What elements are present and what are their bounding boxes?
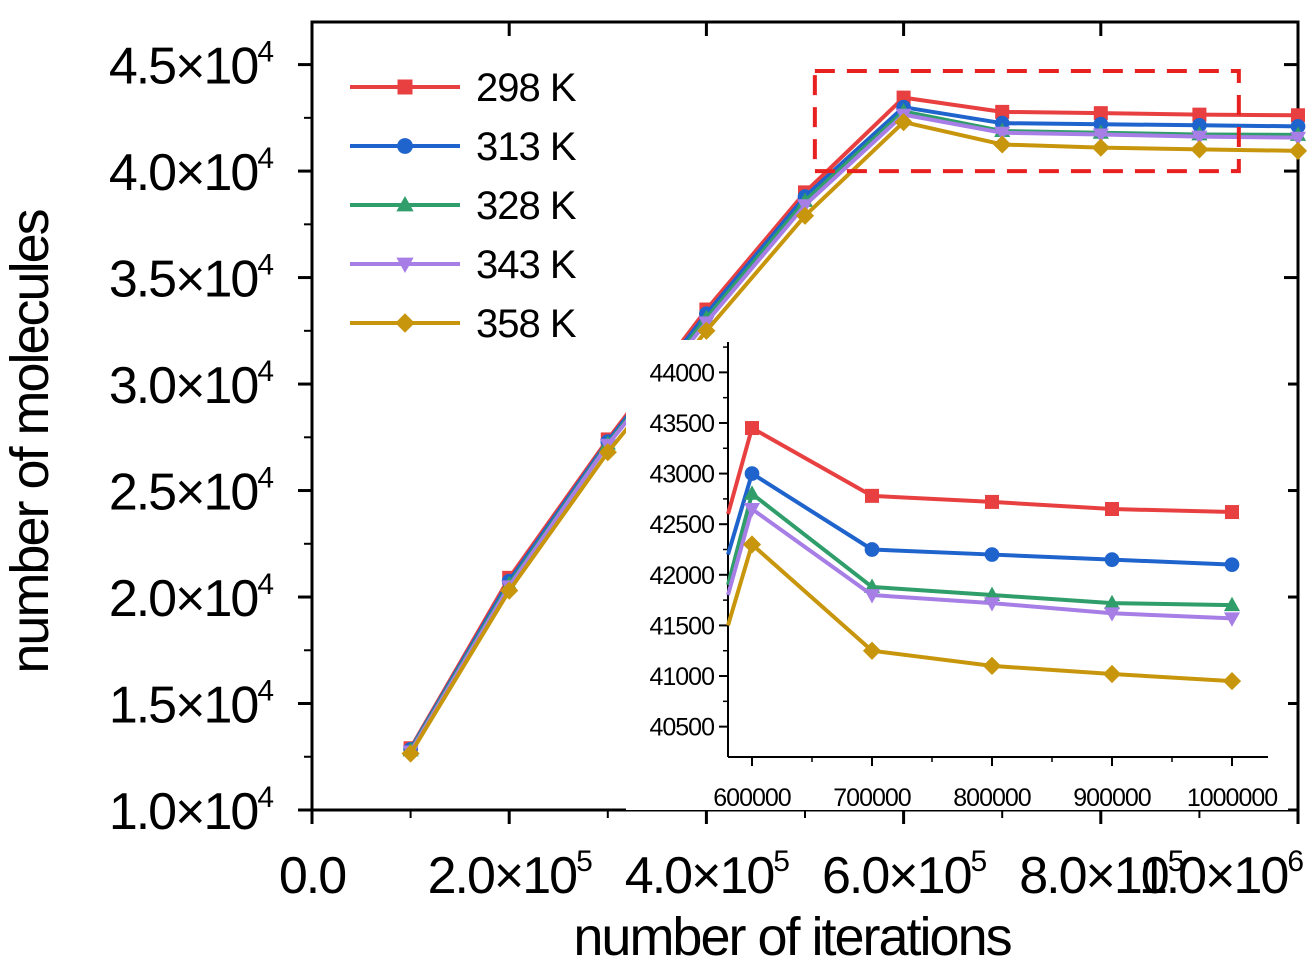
inset-data-point: [983, 597, 1001, 612]
inset-data-point: [1225, 505, 1239, 520]
data-point: [1091, 138, 1110, 157]
legend: 298 K 313 K 328 K 343 K 358 K: [350, 66, 578, 346]
y-tick-label: 2.5×104: [109, 462, 274, 522]
legend-label: 298 K: [476, 66, 577, 110]
inset-x-tick-label: 900000: [1073, 784, 1151, 812]
legend-label: 328 K: [476, 184, 577, 228]
data-point: [894, 112, 913, 132]
inset-data-point: [743, 485, 761, 500]
data-point: [1291, 108, 1305, 123]
inset-x-tick-label: 700000: [833, 784, 911, 812]
data-point: [795, 206, 815, 225]
inset-data-point: [1105, 502, 1119, 517]
inset-series-line: [726, 426, 1233, 515]
inset-background: [626, 340, 1288, 810]
inset-x-tick-label: 800000: [953, 784, 1031, 812]
inset-series-line: [726, 507, 1233, 621]
inset-data-point: [982, 656, 1002, 676]
y-axis-title: number of molecules: [0, 209, 60, 673]
data-point: [1192, 107, 1207, 122]
legend-marker: [397, 138, 413, 154]
inset-y-tick-label: 40500: [649, 714, 714, 742]
data-point: [1093, 116, 1109, 132]
inset-data-point: [1103, 607, 1121, 622]
y-tick-label: 1.5×104: [109, 675, 274, 735]
data-point: [1290, 119, 1306, 134]
x-tick-label: 2.0×105: [428, 845, 593, 905]
inset-y-tick-label: 43500: [649, 410, 714, 438]
x-tick-label: 4.0×105: [625, 845, 790, 905]
data-point: [401, 744, 420, 763]
inset-y-tick-label: 41000: [649, 663, 714, 691]
legend-label: 343 K: [476, 243, 577, 287]
inset-x-tick-label: 1000000: [1187, 784, 1277, 812]
inset-y-tick-label: 43000: [649, 461, 714, 489]
inset-data-point: [742, 535, 762, 554]
legend-marker: [396, 196, 414, 212]
inset-data-point: [1223, 596, 1241, 612]
data-point: [796, 199, 814, 214]
x-tick-label: 8.0×105: [1019, 845, 1184, 905]
inset-data-point: [1104, 552, 1120, 567]
data-point: [500, 581, 519, 600]
inset-data-point: [863, 589, 881, 604]
x-tick-label: 6.0×105: [822, 845, 987, 905]
inset-data-point: [862, 641, 882, 660]
data-point: [1191, 130, 1208, 145]
data-point: [1092, 128, 1109, 143]
legend-marker: [396, 257, 414, 273]
inset-data-point: [745, 421, 759, 436]
inset-data-point: [1103, 594, 1121, 610]
data-point: [1192, 117, 1207, 133]
data-point: [1093, 106, 1108, 121]
inset-data-point: [743, 503, 761, 518]
x-tick-label: 0.0: [279, 847, 345, 905]
y-tick-label: 4.0×104: [109, 142, 274, 202]
legend-marker: [397, 79, 413, 95]
data-point: [1288, 141, 1308, 160]
y-tick-label: 2.0×104: [109, 568, 274, 628]
x-tick-label: 1.0×106: [1139, 845, 1304, 905]
inset-y-tick-label: 42000: [649, 562, 714, 590]
inset-y-tick-label: 44000: [649, 359, 714, 387]
zoom-region-box: [812, 68, 1241, 174]
inset-data-point: [1223, 612, 1241, 627]
inset-data-point: [864, 542, 880, 557]
inset-data-point: [744, 466, 760, 481]
series-line: [408, 112, 1299, 753]
data-point: [1190, 140, 1209, 159]
inset-data-point: [985, 494, 999, 509]
inset-series-line: [726, 471, 1233, 567]
x-axis-title: number of iterations: [573, 907, 1011, 960]
data-point: [994, 126, 1011, 142]
y-tick-label: 3.5×104: [109, 249, 274, 309]
inset-data-point: [1222, 671, 1242, 691]
inset-y-tick-label: 41500: [649, 612, 714, 640]
legend-marker: [395, 313, 415, 333]
y-tick-label: 4.5×104: [109, 36, 274, 96]
data-point: [598, 443, 617, 462]
legend-label: 358 K: [476, 302, 577, 346]
inset-data-point: [1102, 664, 1122, 684]
inset-y-tick-label: 42500: [649, 511, 714, 539]
inset-data-point: [865, 488, 879, 503]
inset-data-point: [984, 547, 1000, 562]
legend-label: 313 K: [476, 125, 577, 169]
y-tick-label: 3.0×104: [109, 355, 274, 415]
inset-series-line: [726, 542, 1233, 684]
inset-plot: 40500 41000 41500 42000 42500 43000 43500 44000…: [626, 340, 1288, 812]
inset-data-point: [1224, 557, 1240, 573]
data-point: [697, 321, 716, 340]
y-tick-label: 1.0×104: [109, 781, 274, 841]
series-line: [408, 120, 1299, 755]
data-point: [1289, 131, 1307, 147]
inset-x-tick-label: 600000: [713, 784, 791, 812]
data-point: [995, 104, 1010, 119]
data-point: [993, 135, 1012, 154]
